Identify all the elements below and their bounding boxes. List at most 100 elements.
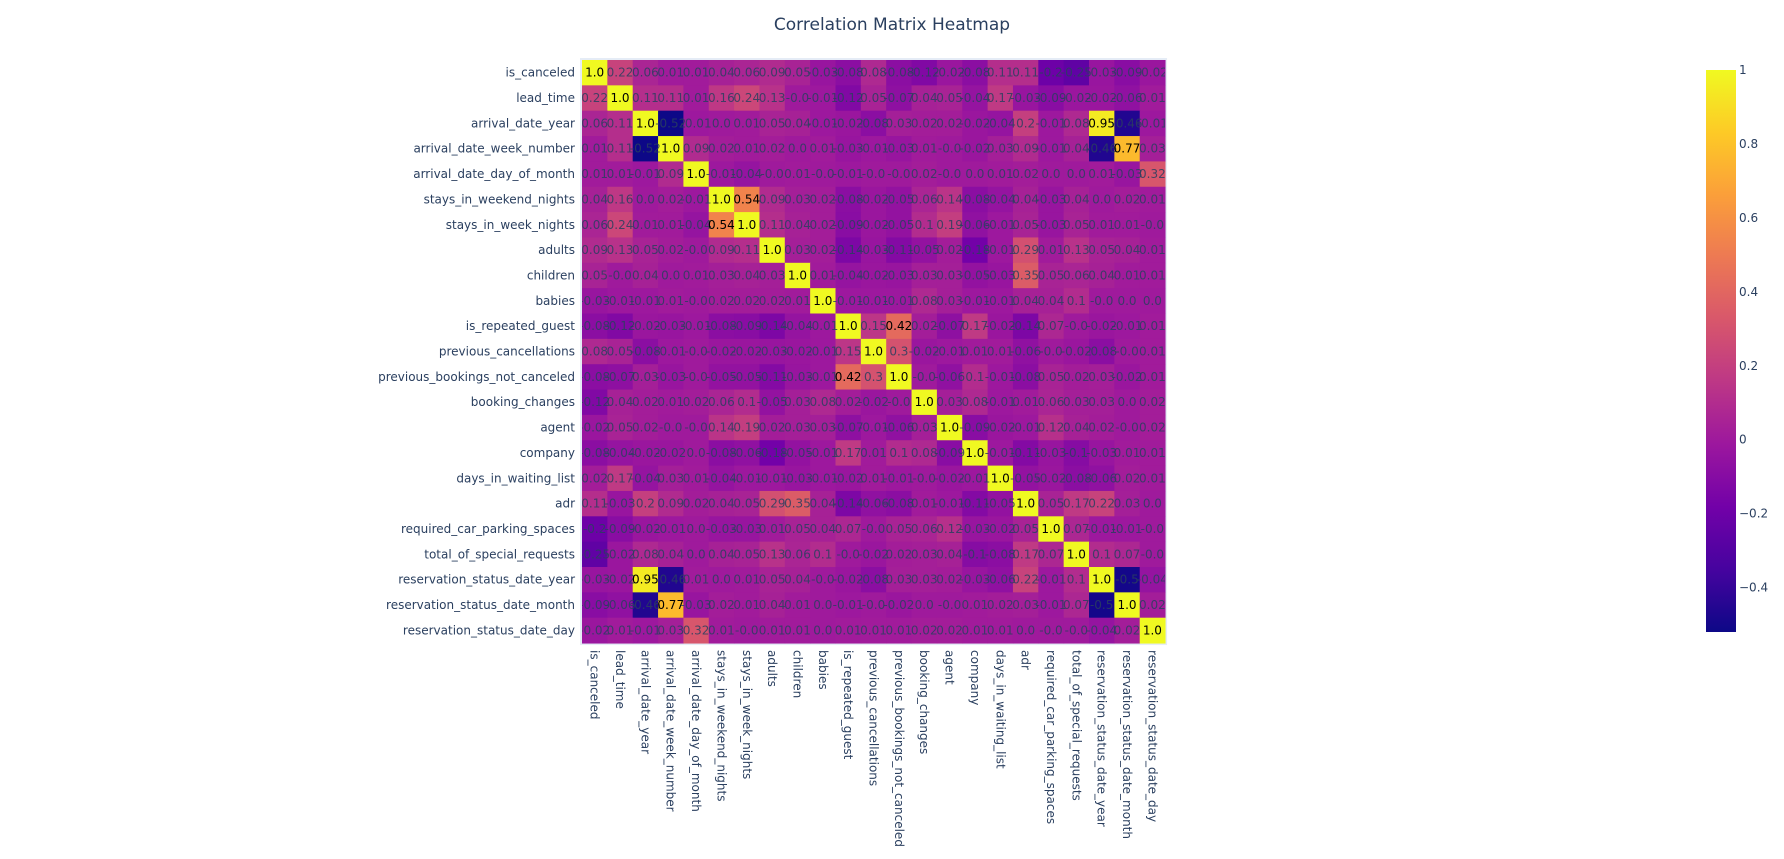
heatmap-cell: [911, 617, 938, 644]
colorbar-tick-label: −0.4: [1739, 581, 1768, 595]
heatmap-cell: [784, 262, 811, 289]
heatmap-cell: [1139, 414, 1166, 441]
heatmap-cell: [1012, 617, 1039, 644]
heatmap-cell: [658, 465, 684, 492]
heatmap-cell-label: 1.0: [915, 395, 934, 409]
heatmap-cell-label: -0.05: [985, 497, 1016, 511]
heatmap-cell: [1089, 288, 1115, 314]
heatmap-cell: [1114, 490, 1141, 517]
heatmap-cell: [658, 338, 684, 365]
heatmap-cell-label: 0.03: [936, 268, 963, 282]
heatmap-cell-label: 1.0: [1143, 623, 1162, 637]
heatmap-cell-label: 0.07: [1063, 598, 1090, 612]
heatmap-cell: [810, 85, 836, 112]
heatmap-cell-label: -0.08: [1086, 345, 1117, 359]
heatmap-cell-label: -0.02: [782, 345, 813, 359]
heatmap-cell: [734, 110, 760, 137]
heatmap-cell-label: 0.0: [1117, 395, 1136, 409]
heatmap-cell: [759, 516, 786, 543]
heatmap-cell-label: 0.13: [607, 243, 634, 257]
heatmap-cell-label: 0.32: [683, 623, 710, 637]
heatmap-cell: [810, 617, 836, 644]
heatmap-cell: [962, 414, 989, 441]
heatmap-cell-label: -0.0: [836, 547, 859, 561]
heatmap-cell-label: 0.95: [632, 573, 659, 587]
heatmap-cell: [1012, 516, 1039, 543]
heatmap-cell-label: 0.04: [1088, 268, 1115, 282]
heatmap-cell: [860, 541, 887, 568]
heatmap-cell: [860, 237, 887, 264]
heatmap-cell-label: -0.0: [1141, 218, 1164, 232]
heatmap-cell: [1114, 237, 1141, 264]
heatmap-cell-label: 0.22: [1012, 573, 1039, 587]
heatmap-cell-label: -0.0: [1115, 345, 1138, 359]
heatmap-cell: [607, 313, 634, 340]
heatmap-cell: [1063, 60, 1090, 86]
heatmap-cell: [1139, 490, 1166, 517]
heatmap-cell: [860, 338, 887, 365]
heatmap-cell: [886, 186, 913, 213]
heatmap-cell: [810, 338, 836, 365]
heatmap-cell-label: -0.09: [959, 421, 990, 435]
heatmap-cell: [607, 288, 634, 314]
heatmap-cell: [886, 161, 913, 188]
heatmap-cell: [1038, 288, 1065, 314]
heatmap-cell-label: -0.01: [807, 370, 838, 384]
heatmap-cell-label: 1.0: [585, 66, 604, 80]
heatmap-cell-label: 0.01: [1139, 446, 1166, 460]
heatmap-cell: [936, 186, 963, 213]
heatmap-cell-label: -0.06: [1111, 91, 1142, 105]
heatmap-cell-label: 0.42: [886, 319, 913, 333]
heatmap-cell: [582, 85, 608, 112]
heatmap-cell: [810, 440, 836, 467]
heatmap-cell: [632, 288, 659, 314]
heatmap-cell-label: -0.02: [731, 345, 762, 359]
heatmap-cell: [708, 617, 735, 644]
heatmap-cell: [962, 313, 989, 340]
heatmap-cell: [1139, 338, 1166, 365]
heatmap-cell-label: 0.0: [915, 598, 934, 612]
x-tick-label: arrival_date_week_number: [664, 650, 678, 812]
heatmap-cell-label: -0.09: [1035, 91, 1066, 105]
heatmap-cell-label: 0.01: [657, 218, 684, 232]
heatmap-cell-label: 0.02: [708, 294, 735, 308]
heatmap-cell: [835, 364, 862, 391]
heatmap-cell: [1089, 541, 1115, 568]
heatmap-cell: [759, 490, 786, 517]
heatmap-cell: [632, 567, 659, 593]
heatmap-cell-label: 0.12: [1038, 421, 1065, 435]
heatmap-cell: [759, 592, 786, 619]
heatmap-cell: [683, 592, 710, 619]
heatmap-cell: [1012, 592, 1039, 619]
heatmap-cell-label: 0.01: [987, 623, 1014, 637]
heatmap-cell: [1089, 516, 1115, 543]
heatmap-cell: [683, 414, 710, 441]
heatmap-cell: [1139, 60, 1166, 86]
heatmap-cell: [683, 490, 710, 517]
heatmap-cell-label: 0.03: [936, 294, 963, 308]
y-tick-label: arrival_date_day_of_month: [413, 167, 575, 181]
heatmap-cell-label: -0.0: [1065, 319, 1088, 333]
heatmap-cell: [810, 414, 836, 441]
heatmap-cell: [784, 313, 811, 340]
heatmap-cell: [987, 338, 1014, 365]
x-tick-label: days_in_waiting_list: [993, 650, 1007, 769]
heatmap-cell-label: -0.02: [909, 345, 940, 359]
heatmap-cell: [658, 161, 684, 188]
heatmap-cell: [784, 237, 811, 264]
heatmap-cell: [962, 212, 989, 238]
heatmap-cell: [886, 567, 913, 593]
heatmap-cell-label: 0.03: [886, 573, 913, 587]
heatmap-cell-label: -0.06: [934, 370, 965, 384]
heatmap-cell: [683, 60, 710, 86]
heatmap-cell: [835, 440, 862, 467]
heatmap-cell-label: 0.06: [581, 116, 608, 130]
heatmap-cell: [784, 161, 811, 188]
heatmap-cell: [911, 262, 938, 289]
heatmap-cell: [860, 186, 887, 213]
heatmap-cell-label: 0.04: [581, 192, 608, 206]
heatmap-cell: [734, 414, 760, 441]
heatmap-cell-label: -0.0: [1090, 294, 1113, 308]
heatmap-cell: [936, 516, 963, 543]
heatmap-cell-label: 0.05: [607, 345, 634, 359]
